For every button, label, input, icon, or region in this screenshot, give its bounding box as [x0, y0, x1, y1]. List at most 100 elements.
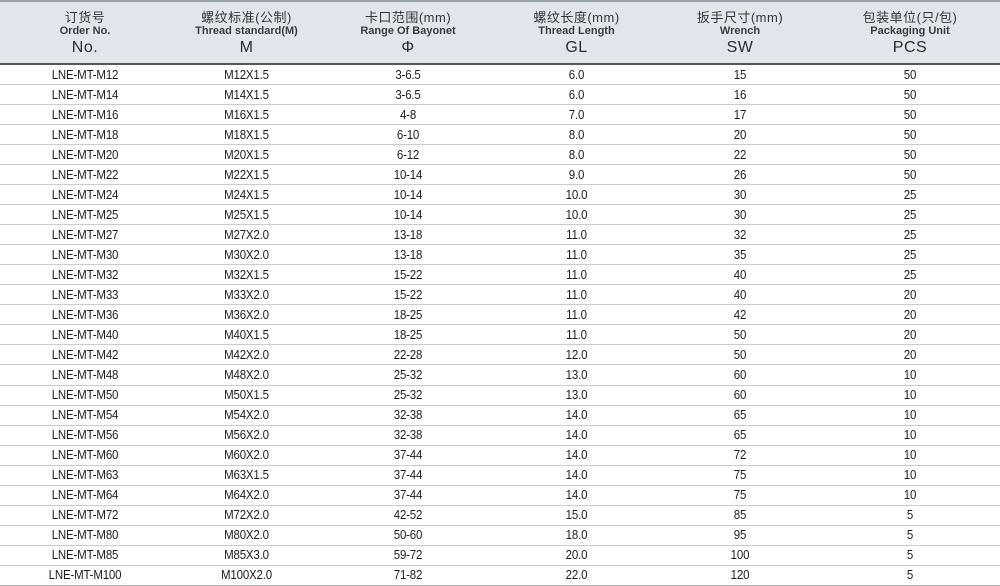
table-row: LNE-MT-M22 M22X1.5 10-14 9.0 26 50: [0, 165, 1000, 186]
table-row: LNE-MT-M54 M54X2.0 32-38 14.0 65 10: [0, 406, 1000, 426]
cell-wrench-size: 26: [733, 167, 747, 182]
cell-order-no: LNE-MT-M12: [51, 67, 119, 82]
table-row: LNE-MT-M36 M36X2.0 18-25 11.0 42 20: [0, 305, 1000, 326]
column-header-chinese: 包装单位(只/包): [862, 10, 958, 25]
cell-thread-length: 20.0: [565, 548, 588, 563]
cell-order-no: LNE-MT-M64: [51, 488, 119, 503]
cell-packaging-unit: 20: [903, 327, 917, 342]
cell-order-no: LNE-MT-M63: [51, 468, 119, 483]
column-header-english: Wrench: [719, 25, 761, 37]
cell-bayonet-range: 6-10: [396, 127, 420, 142]
cell-packaging-unit: 20: [903, 307, 917, 322]
column-header: 包装单位(只/包) Packaging Unit PCS: [820, 2, 1000, 63]
cell-order-no: LNE-MT-M72: [51, 508, 119, 523]
cell-thread-length: 7.0: [568, 107, 585, 122]
table-body: LNE-MT-M12 M12X1.5 3-6.5 6.0 15 50 LNE-M…: [0, 65, 1000, 586]
cell-wrench-size: 30: [733, 207, 747, 222]
cell-order-no: LNE-MT-M54: [51, 408, 119, 423]
table-row: LNE-MT-M14 M14X1.5 3-6.5 6.0 16 50: [0, 85, 1000, 106]
column-header-english: Range Of Bayonet: [360, 25, 456, 37]
cell-thread-standard: M42X2.0: [224, 347, 269, 362]
cell-order-no: LNE-MT-M27: [51, 227, 119, 242]
cell-wrench-size: 65: [733, 428, 747, 443]
cell-bayonet-range: 37-44: [393, 468, 423, 483]
cell-wrench-size: 15: [733, 67, 747, 82]
cell-packaging-unit: 10: [903, 488, 917, 503]
cell-wrench-size: 75: [733, 468, 747, 483]
column-header-symbol: PCS: [892, 39, 928, 56]
cell-wrench-size: 100: [730, 548, 750, 563]
cell-wrench-size: 85: [733, 508, 747, 523]
cell-order-no: LNE-MT-M85: [51, 548, 119, 563]
cell-order-no: LNE-MT-M60: [51, 448, 119, 463]
cell-packaging-unit: 10: [903, 408, 917, 423]
table-header-row: 订货号 Order No. No. 螺纹标准(公制) Thread standa…: [0, 0, 1000, 65]
cell-thread-length: 14.0: [565, 448, 588, 463]
cell-bayonet-range: 10-14: [393, 167, 423, 182]
cell-thread-standard: M25X1.5: [224, 207, 269, 222]
cell-packaging-unit: 25: [903, 187, 917, 202]
table-row: LNE-MT-M25 M25X1.5 10-14 10.0 30 25: [0, 205, 1000, 226]
cell-wrench-size: 35: [733, 247, 747, 262]
cell-thread-length: 15.0: [565, 508, 588, 523]
cell-thread-length: 22.0: [565, 568, 588, 583]
table-row: LNE-MT-M85 M85X3.0 59-72 20.0 100 5: [0, 546, 1000, 566]
table-row: LNE-MT-M32 M32X1.5 15-22 11.0 40 25: [0, 265, 1000, 286]
cell-order-no: LNE-MT-M33: [51, 287, 119, 302]
cell-wrench-size: 50: [733, 347, 747, 362]
cell-packaging-unit: 25: [903, 267, 917, 282]
cell-thread-length: 9.0: [568, 167, 585, 182]
cell-thread-standard: M20X1.5: [224, 147, 269, 162]
table-row: LNE-MT-M56 M56X2.0 32-38 14.0 65 10: [0, 426, 1000, 446]
cell-thread-length: 14.0: [565, 408, 588, 423]
cell-bayonet-range: 4-8: [399, 107, 417, 122]
cell-order-no: LNE-MT-M48: [51, 367, 119, 382]
cell-thread-standard: M48X2.0: [224, 367, 269, 382]
cell-wrench-size: 50: [733, 327, 747, 342]
table-row: LNE-MT-M80 M80X2.0 50-60 18.0 95 5: [0, 526, 1000, 546]
cell-thread-standard: M30X2.0: [224, 247, 269, 262]
cell-thread-standard: M85X3.0: [224, 548, 269, 563]
cell-wrench-size: 42: [733, 307, 747, 322]
cell-thread-standard: M36X2.0: [224, 307, 269, 322]
cell-packaging-unit: 50: [903, 107, 917, 122]
cell-thread-standard: M60X2.0: [224, 448, 269, 463]
cell-order-no: LNE-MT-M25: [51, 207, 119, 222]
table-row: LNE-MT-M33 M33X2.0 15-22 11.0 40 20: [0, 285, 1000, 306]
column-header-symbol: M: [239, 39, 254, 56]
cell-thread-standard: M56X2.0: [224, 428, 269, 443]
table-row: LNE-MT-M60 M60X2.0 37-44 14.0 72 10: [0, 446, 1000, 466]
cell-order-no: LNE-MT-M80: [51, 528, 119, 543]
table-row: LNE-MT-M18 M18X1.5 6-10 8.0 20 50: [0, 125, 1000, 146]
cell-thread-standard: M12X1.5: [224, 67, 269, 82]
cell-thread-length: 13.0: [565, 388, 588, 403]
cell-bayonet-range: 50-60: [393, 528, 423, 543]
cell-order-no: LNE-MT-M30: [51, 247, 119, 262]
cell-thread-length: 11.0: [566, 247, 587, 262]
cell-order-no: LNE-MT-M16: [51, 107, 119, 122]
cell-bayonet-range: 32-38: [393, 408, 423, 423]
cell-packaging-unit: 10: [903, 388, 917, 403]
table-row: LNE-MT-M40 M40X1.5 18-25 11.0 50 20: [0, 325, 1000, 346]
cell-bayonet-range: 22-28: [393, 347, 423, 362]
cell-packaging-unit: 20: [903, 347, 917, 362]
cell-thread-standard: M40X1.5: [224, 327, 269, 342]
column-header-chinese: 卡口范围(mm): [364, 10, 452, 25]
column-header-symbol: No.: [71, 39, 99, 56]
cell-bayonet-range: 71-82: [393, 568, 423, 583]
cell-packaging-unit: 5: [906, 548, 914, 563]
cell-bayonet-range: 18-25: [393, 327, 423, 342]
table-row: LNE-MT-M50 M50X1.5 25-32 13.0 60 10: [0, 386, 1000, 406]
cell-order-no: LNE-MT-M22: [51, 167, 119, 182]
cell-thread-length: 14.0: [565, 468, 588, 483]
cell-thread-standard: M18X1.5: [224, 127, 269, 142]
table-row: LNE-MT-M48 M48X2.0 25-32 13.0 60 10: [0, 365, 1000, 386]
cell-order-no: LNE-MT-M40: [51, 327, 119, 342]
column-header: 扳手尺寸(mm) Wrench SW: [660, 2, 820, 63]
cell-thread-standard: M54X2.0: [224, 408, 269, 423]
cell-bayonet-range: 6-12: [396, 147, 420, 162]
cell-wrench-size: 65: [733, 408, 747, 423]
cell-packaging-unit: 10: [903, 367, 917, 382]
cell-packaging-unit: 10: [903, 428, 917, 443]
cell-order-no: LNE-MT-M56: [51, 428, 119, 443]
